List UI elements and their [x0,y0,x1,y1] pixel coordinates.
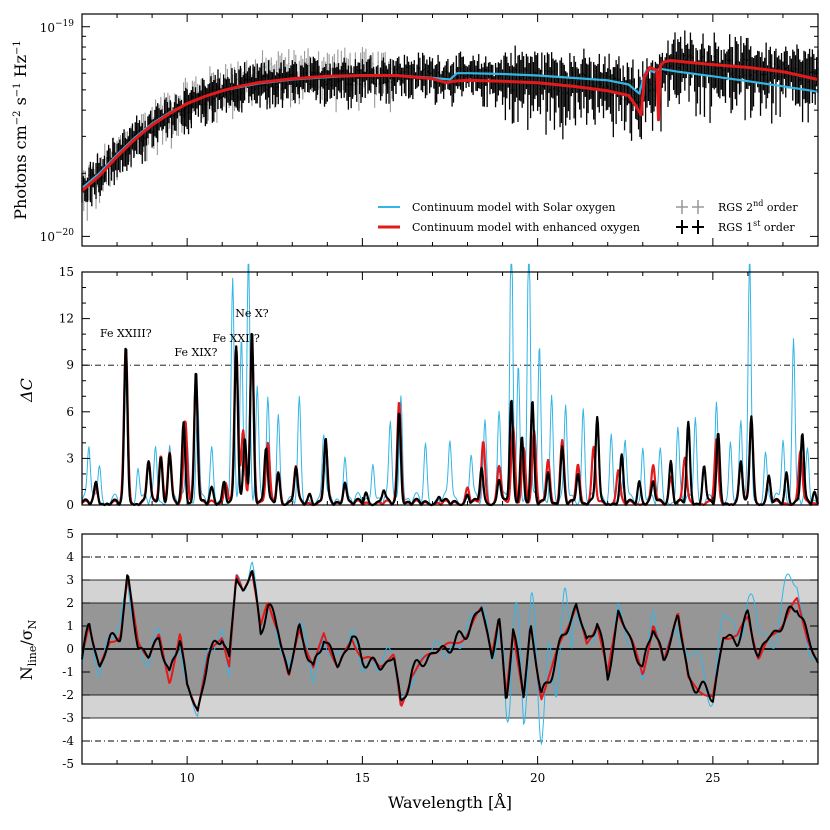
xtick-label-25: 25 [705,771,720,785]
legend-label-enhanced: Continuum model with enhanced oxygen [412,221,640,234]
significance-panel: -5 -4 -3 -2 -1 0 1 2 3 4 5 10 15 20 25 Nline/σN Wavele… [17,527,819,812]
spectrum-y-axis-title: Photons cm−2 s−1 Hz−1 [11,40,30,220]
delta-c-ytick-label-12: 12 [59,312,74,326]
legend-label-rgs1: RGS 1st order [718,219,795,234]
legend-swatch-rgs2 [676,200,704,214]
significance-ytick-label-3: 3 [66,573,74,587]
significance-solar-curve [81,561,819,745]
legend-label-rgs2: RGS 2nd order [718,199,798,214]
delta-c-data-layer [81,263,820,507]
spectrum-legend: Continuum model with Solar oxygen Contin… [378,199,798,234]
significance-ytick-label--4: -4 [62,734,74,748]
significance-ytick-label--2: -2 [62,688,74,702]
significance-y-axis-title: Nline/σN [17,619,39,680]
significance-ytick-label-1: 1 [66,619,74,633]
delta-c-annotations: Fe XXIII? Fe XIX?Fe XXII? Ne X? [100,307,269,359]
significance-ytick-label-5: 5 [66,527,74,541]
annotation-2: Fe XXII? [213,332,260,345]
significance-enhanced-curve [81,572,819,713]
delta-c-ytick-label-0: 0 [66,498,74,512]
legend-swatch-rgs1 [676,220,704,234]
delta-c-axes-frame [81,271,819,506]
delta-c-ytick-label-6: 6 [66,405,74,419]
delta-c-y-axis-title: ΔC [17,378,36,403]
xtick-label-10: 10 [180,771,195,785]
delta-c-ytick-label-15: 15 [59,265,74,279]
annotation-3: Ne X? [235,307,268,320]
legend-label-solar: Continuum model with Solar oxygen [412,201,615,214]
x-axis-title: Wavelength [Å] [388,792,512,812]
spectrum-ticks [81,14,819,246]
spectrum-panel: Photons cm−2 s−1 Hz−1 10−19 10−20 Contin… [11,13,819,247]
delta-c-ytick-label-3: 3 [66,451,74,465]
spectrum-ytick-label-1e-19: 10−19 [40,19,75,35]
spectrum-data-layer [81,30,819,221]
significance-data-layer [81,561,819,745]
delta-c-solar-curve [81,263,819,506]
annotation-1: Fe XIX? [174,346,217,359]
spectrum-axes-frame [81,13,819,247]
enhanced-oxygen-model-line [81,59,819,192]
xtick-label-20: 20 [530,771,545,785]
significance-ticks: -5 -4 -3 -2 -1 0 1 2 3 4 5 10 15 20 25 [62,527,819,785]
significance-ytick-label--1: -1 [62,665,74,679]
significance-ytick-label--5: -5 [62,757,74,771]
significance-ytick-label--3: -3 [62,711,74,725]
significance-ytick-label-2: 2 [66,596,74,610]
spectrum-ytick-label-1e-20: 10−20 [40,228,75,244]
xtick-label-15: 15 [355,771,370,785]
annotation-0: Fe XXIII? [100,327,152,340]
significance-ytick-label-4: 4 [66,550,74,564]
significance-ytick-label-0: 0 [66,642,74,656]
significance-combined-curve [81,569,819,712]
delta-c-ticks: 0 3 6 9 12 15 [59,265,819,512]
delta-c-ytick-label-9: 9 [66,358,74,372]
delta-c-panel: 0 3 6 9 12 15 ΔC Fe XXIII? Fe XIX?Fe XXII? Ne X… [17,263,820,512]
delta-c-combined-curve [81,332,820,507]
